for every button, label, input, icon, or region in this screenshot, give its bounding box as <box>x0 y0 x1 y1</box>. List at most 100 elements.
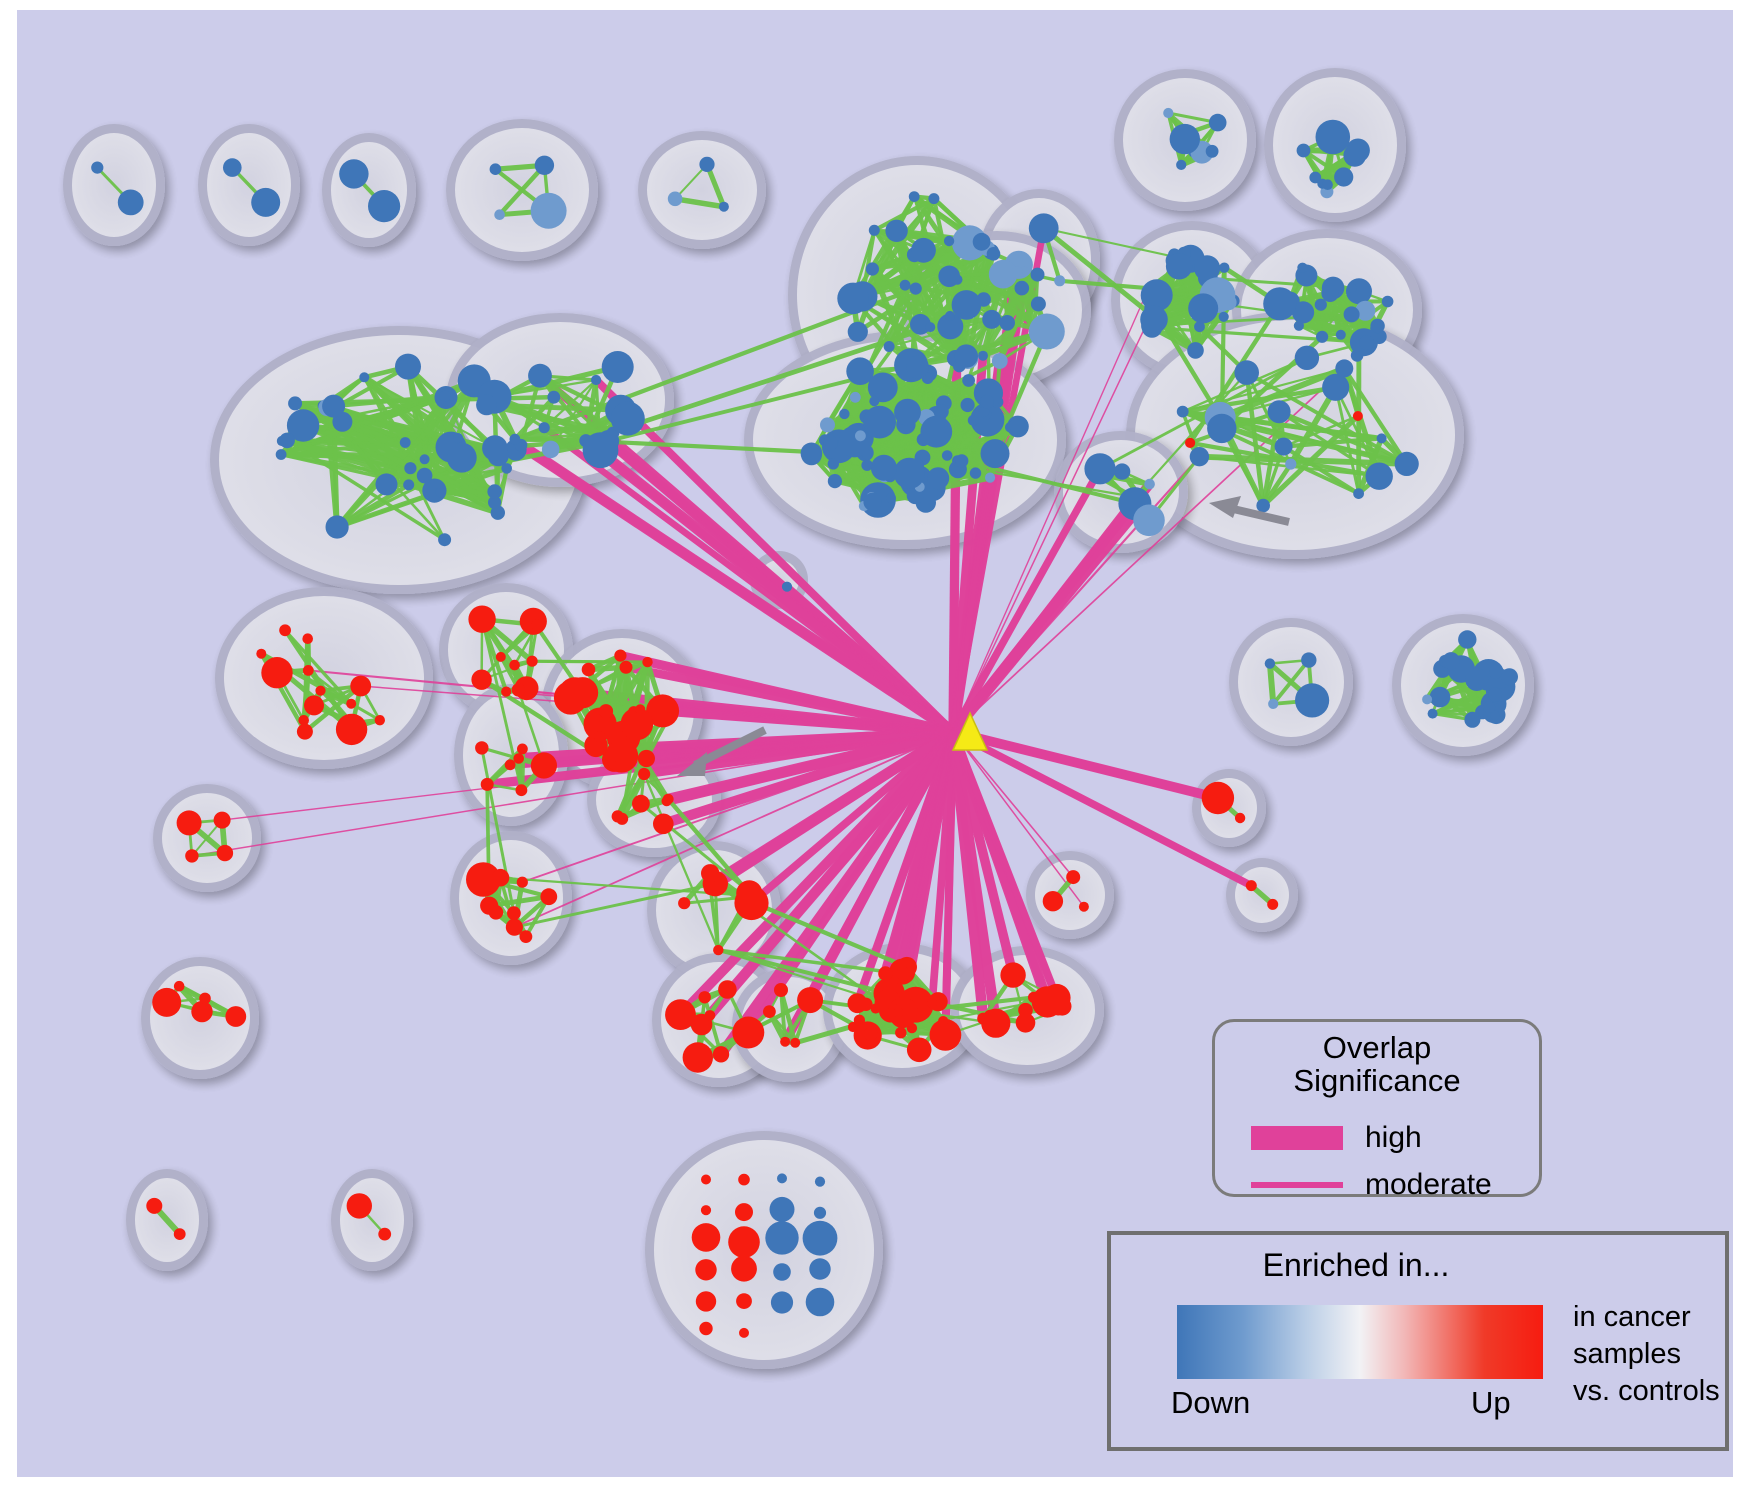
gene-set-node[interactable] <box>298 715 310 726</box>
gene-set-node[interactable] <box>346 1193 372 1219</box>
gene-set-node[interactable] <box>925 322 936 333</box>
gene-set-node[interactable] <box>1194 255 1221 282</box>
gene-set-node[interactable] <box>279 432 295 449</box>
gene-set-node[interactable] <box>863 1027 878 1041</box>
gene-set-node[interactable] <box>1335 359 1354 378</box>
gene-set-node[interactable] <box>1365 462 1393 490</box>
gene-set-node[interactable] <box>567 677 599 709</box>
gene-set-node[interactable] <box>1009 417 1026 435</box>
gene-set-node[interactable] <box>718 980 737 999</box>
gene-set-node[interactable] <box>1133 504 1165 537</box>
gene-set-node[interactable] <box>1011 266 1023 278</box>
gene-set-node[interactable] <box>346 698 357 709</box>
gene-set-node[interactable] <box>1355 300 1376 321</box>
gene-set-node[interactable] <box>1464 711 1481 728</box>
gene-set-node[interactable] <box>1264 658 1276 669</box>
gene-set-node[interactable] <box>1140 305 1168 334</box>
gene-set-node[interactable] <box>847 321 868 342</box>
gene-set-node[interactable] <box>962 374 975 387</box>
gene-set-node[interactable] <box>978 406 990 418</box>
gene-set-node[interactable] <box>1489 665 1503 679</box>
gene-set-node[interactable] <box>938 1016 949 1027</box>
gene-set-node[interactable] <box>275 449 287 460</box>
gene-set-node[interactable] <box>1429 686 1451 708</box>
gene-set-node[interactable] <box>594 731 606 743</box>
gene-set-node[interactable] <box>225 1006 247 1027</box>
gene-set-node[interactable] <box>1169 123 1201 155</box>
gene-set-node[interactable] <box>526 655 538 667</box>
gene-set-node[interactable] <box>955 454 969 468</box>
gene-set-node[interactable] <box>1187 342 1204 359</box>
gene-set-node[interactable] <box>813 1206 827 1219</box>
gene-set-node[interactable] <box>302 633 314 644</box>
gene-set-node[interactable] <box>991 353 1008 369</box>
gene-set-node[interactable] <box>954 344 978 368</box>
gene-set-node[interactable] <box>863 492 882 512</box>
gene-set-node[interactable] <box>981 1008 1011 1038</box>
gene-set-node[interactable] <box>619 660 633 674</box>
gene-set-node[interactable] <box>339 159 369 189</box>
gene-set-node[interactable] <box>515 784 528 797</box>
gene-set-node[interactable] <box>1031 986 1064 1018</box>
gene-set-node[interactable] <box>359 372 370 383</box>
gene-set-node[interactable] <box>773 1263 791 1281</box>
gene-set-node[interactable] <box>490 505 505 520</box>
gene-set-node[interactable] <box>906 1037 932 1063</box>
gene-set-node[interactable] <box>838 425 871 458</box>
gene-set-node[interactable] <box>1030 296 1046 312</box>
gene-set-node[interactable] <box>937 313 964 340</box>
gene-set-node[interactable] <box>325 515 349 539</box>
gene-set-node[interactable] <box>704 1010 716 1021</box>
gene-set-node[interactable] <box>1245 880 1257 892</box>
gene-set-node[interactable] <box>1343 306 1360 323</box>
gene-set-node[interactable] <box>734 885 769 921</box>
gene-set-node[interactable] <box>403 479 415 491</box>
gene-set-node[interactable] <box>802 1220 838 1256</box>
gene-set-node[interactable] <box>765 1221 799 1255</box>
gene-set-node[interactable] <box>893 1007 904 1018</box>
gene-set-node[interactable] <box>777 1173 787 1184</box>
gene-set-node[interactable] <box>1218 311 1229 322</box>
gene-set-node[interactable] <box>1315 119 1351 155</box>
gene-set-node[interactable] <box>899 279 911 291</box>
gene-set-node[interactable] <box>1219 262 1230 273</box>
gene-set-node[interactable] <box>682 1042 713 1073</box>
gene-set-node[interactable] <box>797 987 824 1014</box>
gene-set-node[interactable] <box>491 868 510 887</box>
gene-set-node[interactable] <box>488 905 504 920</box>
gene-set-node[interactable] <box>978 350 988 361</box>
gene-set-node[interactable] <box>487 484 503 499</box>
gene-set-node[interactable] <box>581 662 596 677</box>
gene-set-node[interactable] <box>541 440 560 459</box>
gene-set-node[interactable] <box>531 619 543 631</box>
gene-set-node[interactable] <box>1295 683 1330 718</box>
gene-set-node[interactable] <box>910 313 931 335</box>
gene-set-node[interactable] <box>91 161 104 174</box>
gene-set-node[interactable] <box>927 467 950 490</box>
gene-set-node[interactable] <box>1201 781 1235 815</box>
gene-set-node[interactable] <box>945 310 955 321</box>
gene-set-node[interactable] <box>256 648 267 659</box>
gene-set-node[interactable] <box>732 1016 765 1049</box>
gene-set-node[interactable] <box>870 454 897 481</box>
gene-set-node[interactable] <box>1000 962 1026 988</box>
gene-set-node[interactable] <box>909 282 922 295</box>
gene-set-node[interactable] <box>770 1291 794 1314</box>
gene-set-node[interactable] <box>538 422 550 434</box>
gene-set-node[interactable] <box>620 707 654 741</box>
gene-set-node[interactable] <box>322 394 346 418</box>
gene-set-node[interactable] <box>1256 498 1270 513</box>
gene-set-node[interactable] <box>718 201 729 212</box>
gene-set-node[interactable] <box>1296 143 1311 158</box>
gene-set-node[interactable] <box>739 1327 749 1338</box>
gene-set-node[interactable] <box>695 1291 717 1312</box>
gene-set-node[interactable] <box>1381 295 1394 308</box>
gene-set-node[interactable] <box>476 394 498 416</box>
gene-set-node[interactable] <box>827 458 839 470</box>
gene-set-node[interactable] <box>820 417 835 433</box>
gene-set-node[interactable] <box>199 992 211 1005</box>
gene-set-node[interactable] <box>374 715 385 726</box>
gene-set-node[interactable] <box>1343 144 1367 167</box>
gene-set-node[interactable] <box>738 1173 750 1186</box>
gene-set-node[interactable] <box>416 467 433 484</box>
